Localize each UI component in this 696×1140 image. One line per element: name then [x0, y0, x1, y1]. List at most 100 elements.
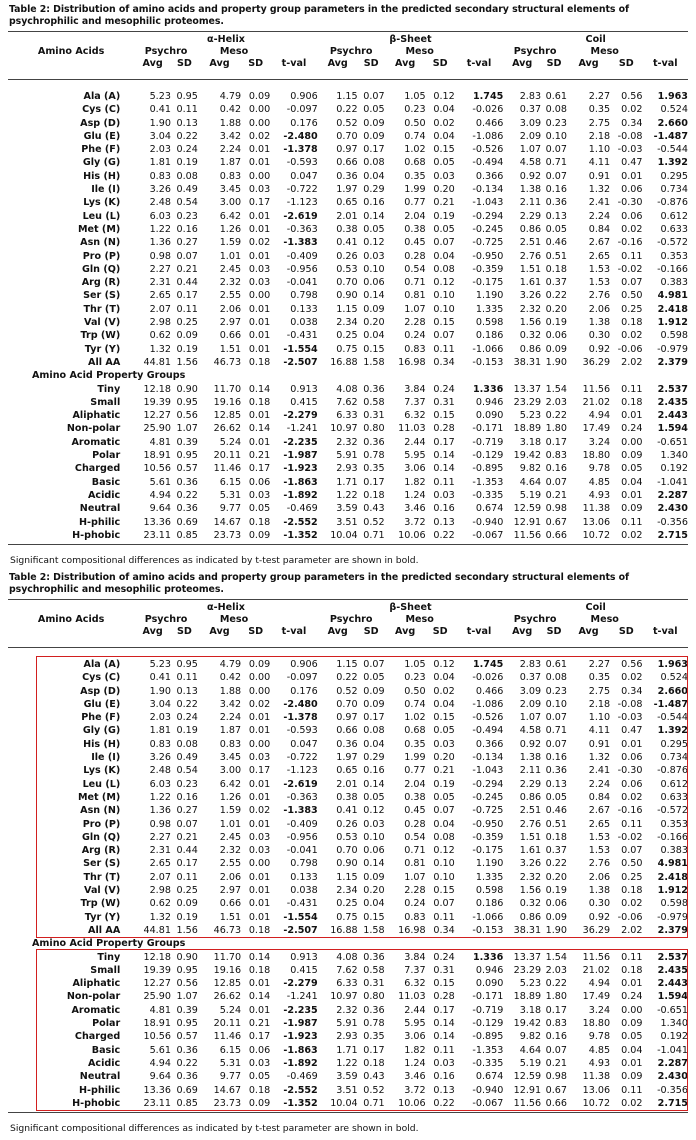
data-cell: 0.11	[176, 871, 198, 883]
bottom-rule	[8, 1112, 688, 1114]
data-cell: 46.73	[213, 924, 242, 936]
data-cell: 3.06	[404, 1031, 426, 1043]
data-cell: 23.29	[513, 396, 542, 408]
header-tval: t-val	[652, 626, 678, 637]
data-cell: 0.03	[433, 738, 455, 750]
data-cell: 0.01	[248, 303, 271, 315]
data-cell: 0.97	[336, 144, 358, 156]
data-cell: 0.95	[176, 964, 198, 976]
data-cell: 9.82	[519, 1031, 542, 1043]
data-cell: 0.85	[176, 1097, 198, 1109]
data-cell: 0.04	[621, 1044, 643, 1056]
data-cell: 0.15	[363, 911, 385, 923]
data-cell: 23.11	[143, 1097, 171, 1109]
data-cell: 0.06	[621, 184, 643, 196]
data-cell: -1.043	[472, 197, 504, 209]
data-cell: 0.52	[363, 1084, 385, 1096]
data-cell: 0.21	[433, 765, 455, 777]
data-cell: 7.62	[336, 396, 358, 408]
data-cell: 0.01	[248, 791, 271, 803]
data-cell: 0.49	[176, 752, 198, 764]
data-cell: -0.593	[286, 725, 318, 737]
data-cell: -0.431	[286, 330, 318, 342]
data-cell: 0.95	[176, 91, 198, 102]
data-cell: 2.55	[219, 858, 242, 870]
row-label: Ala (A)	[83, 91, 121, 102]
data-cell: -1.863	[283, 476, 318, 488]
data-cell: 3.72	[404, 1084, 426, 1096]
data-cell: 1.32	[149, 911, 171, 923]
row-label: Polar	[92, 450, 121, 462]
data-cell: 0.13	[176, 685, 198, 697]
data-cell: -1.987	[283, 450, 318, 462]
data-cell: 23.73	[213, 1097, 242, 1109]
table-row: Gln (Q) 2.27 0.21 2.45 0.03 -0.956 0.53 0.10 0.5…	[8, 831, 688, 844]
row-label: Ser (S)	[83, 290, 121, 302]
data-cell: 0.06	[621, 778, 643, 790]
table-row: Tiny 12.18 0.90 11.70 0.14 0.913 4.08 0.36 3.84 0…	[8, 951, 688, 964]
data-cell: 0.25	[336, 330, 358, 342]
data-cell: -1.487	[653, 130, 688, 142]
data-cell: 0.41	[149, 672, 171, 684]
data-cell: 0.69	[176, 516, 198, 528]
data-cell: 0.52	[336, 117, 358, 129]
data-cell: 0.53	[336, 831, 358, 843]
data-cell: 2.48	[149, 197, 171, 209]
data-cell: 0.17	[176, 858, 198, 870]
row-label: Arg (R)	[81, 845, 121, 857]
data-cell: 12.59	[513, 503, 542, 515]
data-cell: 1.80	[545, 423, 567, 435]
data-cell: 0.22	[176, 489, 198, 501]
data-cell: 0.20	[545, 303, 567, 315]
table-row: Phe (F) 2.03 0.24 2.24 0.01 -1.378 0.97 0.17 1.0…	[8, 711, 688, 724]
data-cell: 0.04	[433, 250, 455, 262]
data-cell: 0.75	[336, 343, 358, 355]
data-cell: 2.28	[404, 317, 426, 329]
data-cell: 0.70	[336, 130, 358, 142]
data-cell: 0.906	[290, 659, 318, 670]
data-cell: 0.28	[433, 423, 455, 435]
data-cell: 0.31	[363, 978, 385, 990]
data-cell: 0.16	[176, 223, 198, 235]
data-cell: 0.12	[363, 237, 385, 249]
data-cell: 0.12	[433, 659, 455, 670]
data-cell: 0.05	[621, 463, 643, 475]
data-cell: 0.466	[475, 685, 504, 697]
data-cell: 4.64	[519, 476, 542, 488]
data-cell: -0.097	[286, 104, 318, 116]
row-label: Aromatic	[71, 1004, 121, 1016]
data-cell: 0.00	[248, 117, 271, 129]
data-cell: 0.07	[363, 659, 385, 670]
data-cell: 0.22	[176, 698, 198, 710]
row-label: Gln (Q)	[81, 263, 121, 275]
data-cell: -0.153	[472, 356, 504, 368]
data-cell: 1.99	[404, 184, 426, 196]
data-cell: 1.912	[657, 317, 688, 329]
data-cell: 10.72	[582, 1097, 611, 1109]
data-cell: 0.02	[621, 1097, 643, 1109]
data-cell: 0.17	[433, 436, 455, 448]
data-cell: 0.524	[660, 672, 688, 684]
data-cell: 2.01	[336, 778, 358, 790]
table-row: Leu (L) 6.03 0.23 6.42 0.01 -2.619 2.01 0.14 2.0…	[8, 210, 688, 223]
header-avg: Avg	[327, 58, 348, 69]
data-cell: 0.24	[621, 991, 643, 1003]
data-cell: 0.14	[248, 991, 271, 1003]
data-cell: 0.04	[433, 104, 455, 116]
data-cell: 0.11	[621, 250, 643, 262]
data-cell: -0.134	[472, 752, 504, 764]
data-cell: 0.08	[363, 157, 385, 169]
data-cell: 0.05	[621, 1031, 643, 1043]
data-cell: 6.03	[149, 778, 171, 790]
data-cell: 2.11	[519, 197, 542, 209]
row-label: Cys (C)	[82, 672, 121, 684]
data-cell: -1.352	[283, 1097, 318, 1109]
table-row: Aromatic 4.81 0.39 5.24 0.01 -2.235 2.32 0.36 2.…	[8, 1004, 688, 1017]
data-cell: 0.21	[545, 1057, 567, 1069]
data-table: α-Helix β-Sheet Coil Amino Acids Psychro Meso…	[8, 34, 688, 542]
data-cell: 0.01	[248, 317, 271, 329]
data-cell: 0.192	[660, 463, 688, 475]
data-cell: 3.84	[404, 951, 426, 963]
data-cell: 0.09	[363, 871, 385, 883]
data-cell: 0.05	[363, 104, 385, 116]
